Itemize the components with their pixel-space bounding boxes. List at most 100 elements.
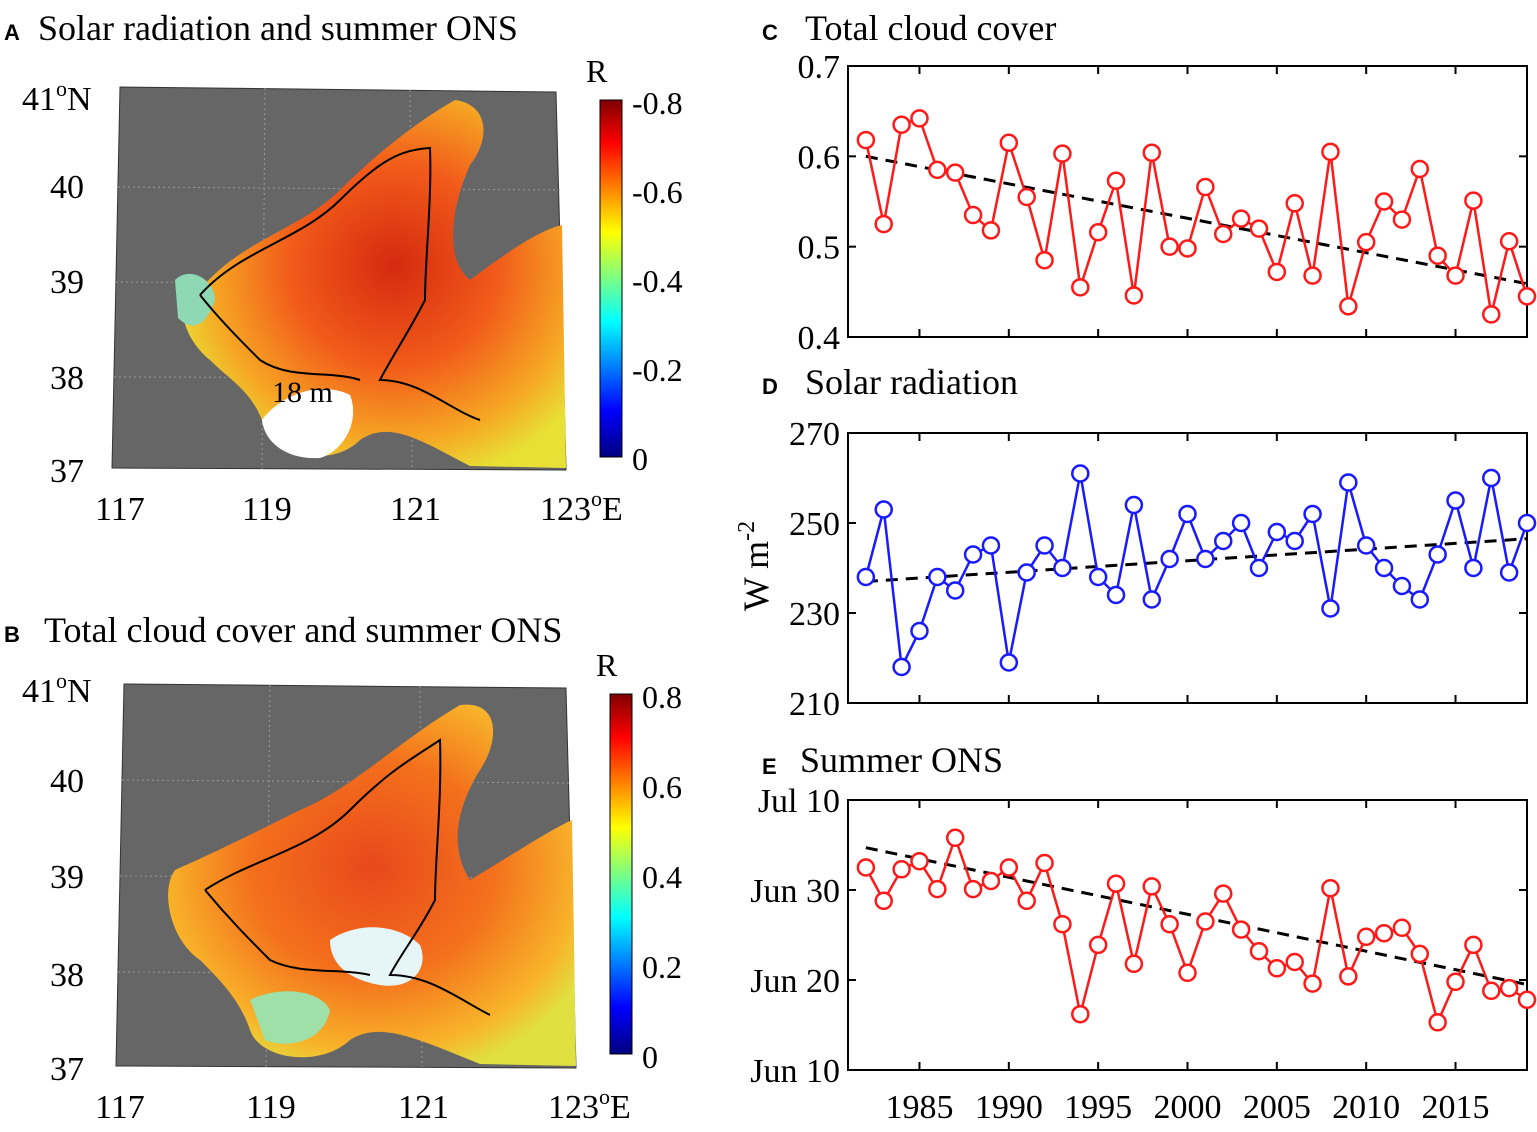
- chart-e-point: [1464, 935, 1483, 955]
- chart-d-point: [856, 567, 876, 587]
- chart-e-point: [1088, 935, 1108, 955]
- chart-c-point: [1106, 171, 1126, 190]
- map-b-lat-40: 40: [50, 763, 84, 800]
- chart-d-point: [1482, 468, 1501, 488]
- map-b-cb-tick-0: 0.8: [642, 679, 682, 715]
- chart-e-point: [1196, 912, 1215, 931]
- chart-c-point: [1071, 278, 1090, 297]
- chart-c-point: [1321, 142, 1340, 162]
- map-b-cb-tick-2: 0.4: [642, 859, 682, 895]
- chart-e-point: [1410, 944, 1430, 964]
- chart-c-axes-box: [847, 65, 1528, 338]
- chart-panel-c: C Total cloud cover 0.7 0.6 0.5 0.4: [762, 8, 1537, 357]
- chart-d-ytick-label: 210: [789, 686, 840, 723]
- chart-e-point: [1446, 972, 1465, 992]
- chart-d-axes-box: [847, 432, 1528, 704]
- chart-c-point: [999, 133, 1019, 153]
- map-b-lat-37: 37: [50, 1051, 84, 1088]
- chart-c-point: [1446, 266, 1465, 285]
- map-b-lat-39: 39: [50, 859, 84, 896]
- map-a-cb-tick-2: -0.4: [632, 263, 683, 299]
- chart-d-point: [1142, 590, 1162, 609]
- panel-letter-a: A: [4, 20, 20, 45]
- chart-c-point: [1088, 222, 1108, 242]
- chart-e-point: [1071, 1004, 1090, 1024]
- chart-c-ytick-label: 0.5: [798, 230, 841, 267]
- chart-d-point: [1446, 491, 1465, 510]
- chart-e-xtick-label: 2000: [1154, 1089, 1222, 1126]
- chart-e-point: [1285, 952, 1304, 972]
- chart-c-point: [1356, 232, 1376, 252]
- chart-e-point: [1231, 920, 1251, 939]
- chart-c-point: [981, 221, 1001, 240]
- chart-c-point: [1392, 210, 1412, 229]
- chart-e-point: [1124, 954, 1144, 974]
- chart-e-point: [1142, 877, 1162, 896]
- chart-d-series-line: [864, 473, 1529, 672]
- chart-e-point: [1356, 927, 1376, 947]
- chart-c-point: [856, 130, 876, 150]
- chart-e-point: [981, 871, 1001, 891]
- chart-d-point: [1321, 599, 1340, 618]
- map-b-cb-tick-3: 0.2: [642, 949, 682, 985]
- map-b-cb-tick-4: 0: [642, 1039, 658, 1075]
- map-b-bay: [250, 991, 330, 1044]
- chart-c-point: [1213, 224, 1233, 244]
- map-b-cb-tick-1: 0.6: [642, 769, 682, 805]
- map-a-colorbar-label: R: [586, 53, 608, 89]
- chart-c-point: [1499, 231, 1519, 251]
- chart-d-point: [1178, 504, 1197, 524]
- chart-d-point: [945, 581, 965, 600]
- chart-d-point: [1374, 558, 1394, 578]
- chart-c-title: Total cloud cover: [805, 8, 1056, 48]
- chart-e-point: [856, 858, 876, 877]
- chart-c-point: [945, 163, 965, 182]
- chart-c-point: [1142, 143, 1162, 162]
- panel-letter-c: C: [762, 20, 778, 45]
- chart-e-point: [1374, 923, 1394, 943]
- chart-e-title: Summer ONS: [800, 740, 1003, 780]
- chart-c-point: [1267, 262, 1287, 282]
- chart-d-point: [1196, 549, 1215, 569]
- chart-d-point: [1035, 536, 1054, 555]
- chart-d-point: [1285, 531, 1304, 551]
- map-a-bay: [175, 273, 215, 326]
- map-b-lat-38: 38: [50, 957, 84, 994]
- chart-c-point: [1178, 239, 1197, 258]
- chart-e-point: [1499, 978, 1519, 998]
- chart-d-point: [1356, 536, 1376, 555]
- chart-e-point: [1267, 959, 1287, 978]
- chart-c-point: [1160, 237, 1179, 256]
- chart-c-ytick-label: 0.4: [798, 320, 841, 357]
- map-a-cb-tick-3: -0.2: [632, 352, 683, 388]
- map-a-cb-tick-4: 0: [632, 441, 648, 477]
- chart-d-point: [1106, 585, 1126, 605]
- chart-e-point: [1035, 853, 1054, 873]
- chart-c-ytick-label: 0.7: [798, 49, 841, 86]
- map-a-title: Solar radiation and summer ONS: [38, 8, 518, 48]
- map-a-lon-117: 117: [95, 491, 145, 528]
- chart-c-point: [1374, 192, 1394, 211]
- panel-letter-d: D: [762, 374, 778, 399]
- chart-c-point: [1339, 297, 1358, 316]
- chart-e-point: [1053, 914, 1072, 934]
- map-a-lon-119: 119: [242, 491, 292, 528]
- chart-c-point: [1464, 191, 1483, 210]
- chart-d-ylabel: W m-2: [734, 521, 776, 611]
- chart-c-point: [1196, 177, 1215, 197]
- chart-c-point: [1035, 250, 1054, 270]
- chart-d-point: [981, 536, 1001, 555]
- chart-d-point: [1017, 563, 1036, 582]
- map-a-lat-37: 37: [50, 453, 84, 490]
- chart-d-point: [1231, 513, 1251, 533]
- chart-d-point: [963, 545, 983, 564]
- chart-e-xtick-label: 2005: [1243, 1089, 1311, 1126]
- chart-e-xtick-label: 1990: [975, 1089, 1043, 1126]
- chart-e-point: [1339, 967, 1358, 986]
- map-b-contour: [204, 738, 491, 1016]
- chart-e-xtick-label: 2015: [1422, 1089, 1490, 1126]
- chart-c-point: [1124, 286, 1144, 305]
- chart-e-point: [1482, 981, 1501, 1001]
- map-a-lat-41: 41oN: [22, 76, 92, 118]
